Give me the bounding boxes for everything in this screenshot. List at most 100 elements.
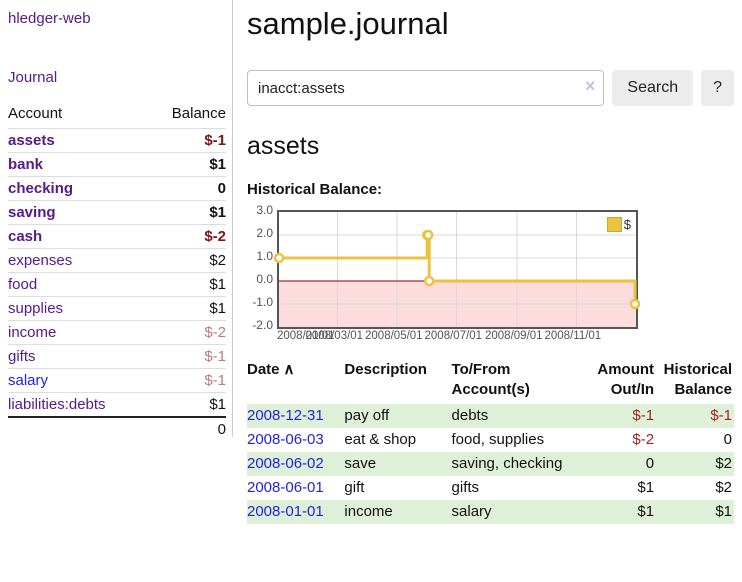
- account-row: assets $-1: [8, 128, 226, 153]
- account-title: assets: [247, 132, 320, 160]
- register-col-description: Description: [344, 361, 427, 378]
- sidebar-account-link-cash[interactable]: cash: [8, 228, 43, 245]
- register-row: 2008-01-01 income salary $1 $1: [247, 500, 734, 524]
- register-balance: $2: [715, 455, 732, 472]
- register-col-date[interactable]: Date ∧: [247, 361, 295, 378]
- sidebar-account-link-income[interactable]: income: [8, 324, 57, 341]
- sidebar-divider: [232, 0, 233, 437]
- historical-balance-chart: $ 3.0 2.0 1.0 0.0 -1.0 -2.0 2008/01/01 2008/03/…: [247, 203, 734, 342]
- register-balance: $-1: [710, 407, 732, 424]
- sidebar-account-link-checking[interactable]: checking: [8, 180, 74, 197]
- register-row: 2008-06-02 save saving, checking 0 $2: [247, 452, 734, 476]
- x-axis-tick: 2008/09/01: [485, 330, 543, 342]
- accounts-total-value: 0: [148, 416, 226, 441]
- help-button[interactable]: ?: [701, 70, 734, 106]
- accounts-total-row: 0: [8, 416, 226, 441]
- register-accounts: saving, checking: [451, 455, 563, 472]
- register-amount: $-1: [632, 407, 655, 424]
- x-axis-tick: 2008/03/01: [305, 330, 364, 342]
- account-row: cash $-2: [8, 224, 226, 249]
- register-date-link[interactable]: 2008-06-03: [247, 431, 324, 448]
- accounts-col-balance: Balance: [171, 105, 226, 122]
- account-balance: $2: [148, 248, 226, 273]
- register-date-link[interactable]: 2008-12-31: [247, 407, 324, 424]
- register-date-link[interactable]: 2008-06-01: [247, 479, 324, 496]
- legend-swatch: [606, 217, 622, 232]
- accounts-col-account: Account: [8, 105, 63, 122]
- register-amount: $1: [637, 479, 655, 496]
- account-balance: $1: [148, 392, 226, 417]
- y-axis-tick: 0.0: [256, 272, 273, 286]
- register-col-accounts: To/From Account(s): [451, 361, 530, 398]
- register-col-amount: Amount Out/In: [597, 361, 655, 398]
- chart-plot-area: $: [273, 210, 641, 329]
- register-balance: $1: [715, 503, 732, 520]
- account-row: supplies $1: [8, 296, 226, 321]
- sidebar-account-link-gifts[interactable]: gifts: [8, 348, 36, 365]
- register-row: 2008-06-03 eat & shop food, supplies $-2 0: [247, 428, 734, 452]
- register-balance: 0: [723, 431, 732, 448]
- account-row: checking 0: [8, 176, 226, 201]
- y-axis-tick: 3.0: [256, 203, 273, 217]
- app-title-link[interactable]: hledger-web: [8, 10, 91, 27]
- register-date-link[interactable]: 2008-01-01: [247, 503, 324, 520]
- account-balance: $1: [148, 200, 226, 225]
- sidebar-item-journal[interactable]: Journal: [8, 69, 58, 86]
- register-col-balance: Historical Balance: [663, 361, 732, 398]
- account-balance: $-2: [148, 320, 226, 345]
- register-date-link[interactable]: 2008-06-02: [247, 455, 324, 472]
- sidebar-account-link-food[interactable]: food: [8, 276, 38, 293]
- register-amount: $1: [637, 503, 655, 520]
- chart-canvas: [273, 212, 641, 327]
- sidebar-account-link-liabilities-debts[interactable]: liabilities:debts: [8, 396, 106, 413]
- search-button[interactable]: Search: [612, 70, 694, 106]
- sidebar-account-link-saving[interactable]: saving: [8, 204, 56, 221]
- clear-search-icon[interactable]: ×: [584, 76, 596, 96]
- sidebar-account-link-bank[interactable]: bank: [8, 156, 44, 173]
- register-amount: 0: [645, 455, 655, 472]
- register-accounts: food, supplies: [451, 431, 545, 448]
- sidebar-account-link-salary[interactable]: salary: [8, 372, 49, 389]
- register-description: eat & shop: [344, 431, 417, 448]
- register-row: 2008-06-01 gift gifts $1 $2: [247, 476, 734, 500]
- y-axis-tick: -1.0: [252, 295, 273, 309]
- account-row: income $-2: [8, 320, 226, 345]
- register-table: Date ∧ Description To/From Account(s) Amo…: [247, 358, 734, 524]
- account-row: salary $-1: [8, 368, 226, 393]
- register-accounts: salary: [451, 503, 492, 520]
- account-balance: 0: [148, 176, 226, 201]
- x-axis-tick: 2008/01/01: [277, 330, 335, 342]
- page-title: sample.journal: [247, 6, 449, 41]
- register-description: gift: [344, 479, 365, 496]
- y-axis-tick: 2.0: [256, 226, 273, 240]
- account-balance: $1: [148, 272, 226, 297]
- search-bar: × Search ?: [247, 70, 734, 106]
- account-row: gifts $-1: [8, 344, 226, 369]
- account-balance: $-1: [148, 344, 226, 369]
- sidebar-account-link-assets[interactable]: assets: [8, 132, 55, 149]
- x-axis-tick: 2008/11/01: [544, 330, 602, 342]
- chart-legend: $: [606, 217, 631, 232]
- account-row: bank $1: [8, 152, 226, 177]
- account-row: liabilities:debts $1: [8, 392, 226, 417]
- accounts-table: Account Balance assets $-1 bank $1 checking 0…: [8, 100, 226, 441]
- search-input[interactable]: [247, 70, 605, 106]
- register-description: income: [344, 503, 393, 520]
- account-balance: $1: [148, 296, 226, 321]
- x-axis-tick: 2008/05/01: [365, 330, 423, 342]
- account-balance: $-1: [148, 368, 226, 393]
- register-row: 2008-12-31 pay off debts $-1 $-1: [247, 404, 734, 428]
- sidebar-account-link-supplies[interactable]: supplies: [8, 300, 64, 317]
- chart-label: Historical Balance:: [247, 181, 383, 198]
- legend-label: $: [623, 217, 631, 232]
- account-row: saving $1: [8, 200, 226, 225]
- sort-asc-icon: ∧: [283, 361, 295, 378]
- sidebar-account-link-expenses[interactable]: expenses: [8, 252, 73, 269]
- sidebar: hledger-web Journal Account Balance asse…: [0, 0, 232, 441]
- account-balance: $-1: [148, 128, 226, 153]
- y-axis-tick: 1.0: [256, 249, 273, 263]
- main-content: sample.journal × Search ? assets Histori…: [247, 0, 734, 524]
- account-row: expenses $2: [8, 248, 226, 273]
- register-accounts: gifts: [451, 479, 480, 496]
- account-balance: $1: [148, 152, 226, 177]
